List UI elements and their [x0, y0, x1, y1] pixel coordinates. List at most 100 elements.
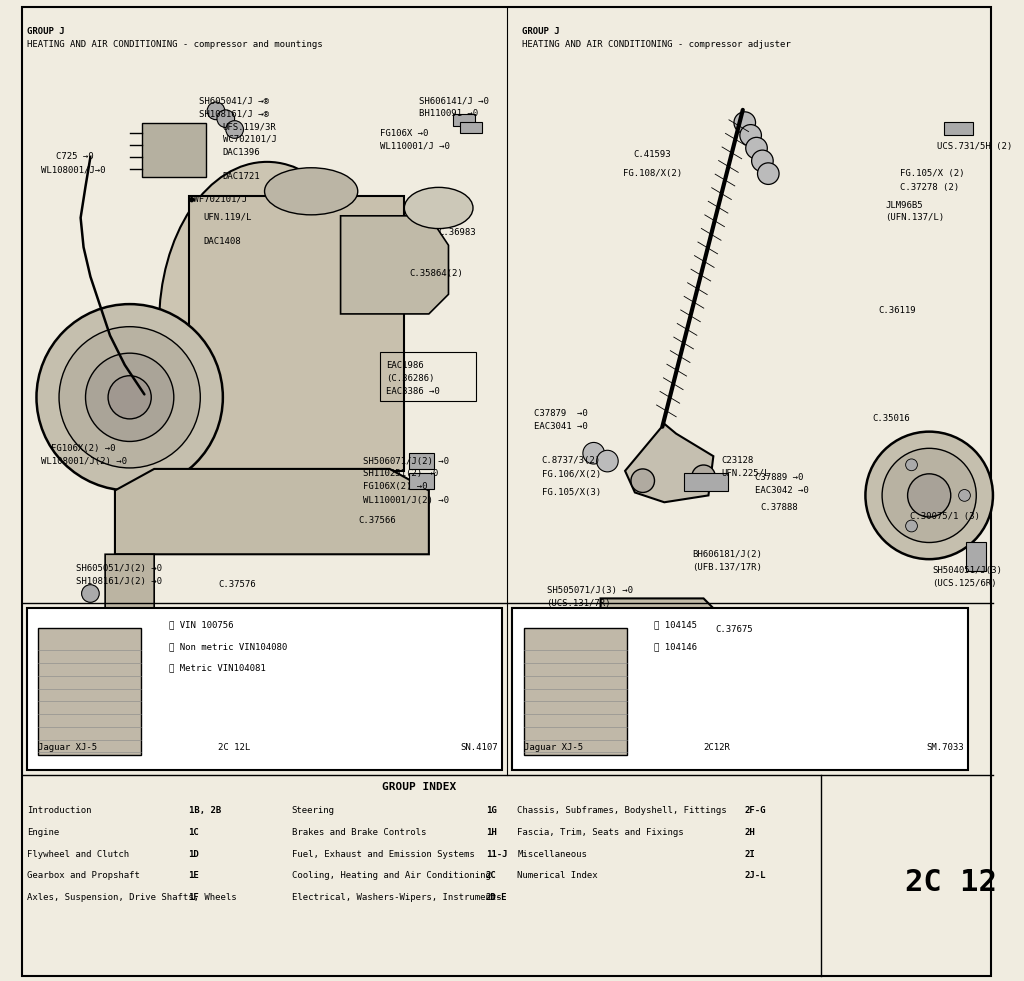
Text: SN.4107: SN.4107: [460, 744, 498, 752]
Text: 2I: 2I: [744, 850, 756, 858]
Text: 1G: 1G: [485, 806, 497, 815]
Text: Fuel, Exhaust and Emission Systems: Fuel, Exhaust and Emission Systems: [292, 850, 474, 858]
Text: ② Non metric VIN104080: ② Non metric VIN104080: [169, 642, 287, 651]
Text: 1D: 1D: [188, 850, 200, 858]
Ellipse shape: [159, 162, 375, 486]
Text: 2J-L: 2J-L: [744, 871, 766, 880]
Text: (UFB.137/17R): (UFB.137/17R): [692, 563, 762, 573]
Circle shape: [616, 624, 634, 642]
FancyBboxPatch shape: [967, 542, 986, 571]
Text: FG.108/X(2): FG.108/X(2): [624, 169, 682, 179]
Text: Cooling, Heating and Air Conditioning: Cooling, Heating and Air Conditioning: [292, 871, 490, 880]
Text: C.30075/1 (3): C.30075/1 (3): [909, 512, 979, 522]
Text: Steering: Steering: [292, 806, 335, 815]
Circle shape: [646, 624, 664, 642]
Circle shape: [583, 442, 604, 464]
Text: JLM96B5: JLM96B5: [885, 200, 923, 210]
Circle shape: [86, 353, 174, 441]
Text: C.35864(2): C.35864(2): [410, 269, 463, 279]
Text: ●WF702101/J: ●WF702101/J: [188, 194, 248, 204]
Circle shape: [631, 469, 654, 492]
Text: 2C 12: 2C 12: [904, 868, 996, 898]
FancyBboxPatch shape: [454, 114, 475, 126]
Text: WL110001/J →0: WL110001/J →0: [380, 141, 450, 151]
Text: C23128: C23128: [721, 455, 754, 465]
Text: EAC3041 →0: EAC3041 →0: [534, 422, 588, 432]
Circle shape: [82, 609, 99, 627]
FancyBboxPatch shape: [142, 123, 206, 177]
Circle shape: [740, 125, 762, 146]
Circle shape: [597, 450, 618, 472]
Text: FG106X(2) →0: FG106X(2) →0: [364, 482, 428, 491]
Text: Jaguar XJ-5: Jaguar XJ-5: [524, 744, 583, 752]
Text: DAC1408: DAC1408: [203, 236, 241, 246]
Text: DAC1396: DAC1396: [223, 147, 260, 157]
Polygon shape: [115, 469, 429, 554]
Text: FG.105/X (2): FG.105/X (2): [900, 169, 965, 179]
Text: FG106X →0: FG106X →0: [380, 129, 428, 138]
Text: WL110001/J(2) →0: WL110001/J(2) →0: [364, 495, 450, 505]
Text: C725 →0: C725 →0: [56, 152, 94, 162]
Text: UFS.119/3R: UFS.119/3R: [223, 122, 276, 131]
Text: SM.7033: SM.7033: [926, 744, 964, 752]
Text: Numerical Index: Numerical Index: [517, 871, 598, 880]
Text: WL108001/J→0: WL108001/J→0: [41, 165, 105, 175]
Text: 1B, 2B: 1B, 2B: [188, 806, 221, 815]
Text: EAC3042 →0: EAC3042 →0: [755, 486, 808, 495]
Ellipse shape: [404, 187, 473, 229]
Polygon shape: [625, 424, 714, 502]
Text: FG.105/X(3): FG.105/X(3): [542, 488, 601, 497]
Text: 2C: 2C: [485, 871, 497, 880]
Text: SH605041/J →®: SH605041/J →®: [200, 96, 269, 106]
Text: Flywheel and Clutch: Flywheel and Clutch: [27, 850, 129, 858]
Text: Electrical, Washers-Wipers, Instruments: Electrical, Washers-Wipers, Instruments: [292, 893, 501, 902]
Text: 1F: 1F: [188, 893, 200, 902]
Text: BH110091 →0: BH110091 →0: [419, 109, 478, 119]
Text: FG106X(2) →0: FG106X(2) →0: [51, 443, 116, 453]
Circle shape: [865, 432, 993, 559]
Text: C.37888: C.37888: [761, 502, 798, 512]
Text: C37889 →0: C37889 →0: [755, 473, 803, 483]
Text: EAC1986: EAC1986: [386, 361, 423, 371]
Ellipse shape: [264, 168, 357, 215]
FancyBboxPatch shape: [524, 628, 627, 755]
Circle shape: [82, 585, 99, 602]
Circle shape: [758, 163, 779, 184]
FancyBboxPatch shape: [39, 628, 141, 755]
Text: SH606141/J →0: SH606141/J →0: [419, 96, 488, 106]
Circle shape: [905, 520, 918, 532]
Text: SH108161/J(2) →0: SH108161/J(2) →0: [76, 577, 162, 587]
Text: Jaguar XJ-5: Jaguar XJ-5: [39, 744, 97, 752]
Text: Introduction: Introduction: [27, 806, 91, 815]
Circle shape: [905, 459, 918, 471]
Text: 2C 12L: 2C 12L: [218, 744, 250, 752]
Text: C.41593: C.41593: [633, 149, 671, 159]
Text: 1H: 1H: [485, 828, 497, 837]
Text: (UCS.125/6R): (UCS.125/6R): [932, 579, 996, 589]
Text: (UCS.131/7R): (UCS.131/7R): [547, 598, 611, 608]
Circle shape: [207, 102, 225, 120]
Text: UCS.731/5H (2): UCS.731/5H (2): [937, 141, 1013, 151]
Text: C.36983: C.36983: [438, 228, 476, 237]
Text: Fascia, Trim, Seats and Fixings: Fascia, Trim, Seats and Fixings: [517, 828, 684, 837]
Text: C.37675: C.37675: [716, 625, 753, 635]
Text: 1E: 1E: [188, 871, 200, 880]
Circle shape: [675, 624, 693, 642]
Text: Gearbox and Propshaft: Gearbox and Propshaft: [27, 871, 139, 880]
Text: SH108161/J →®: SH108161/J →®: [200, 109, 269, 119]
Text: ③ Metric VIN104081: ③ Metric VIN104081: [169, 663, 265, 673]
Text: C.35016: C.35016: [872, 414, 910, 424]
Circle shape: [109, 376, 152, 419]
Circle shape: [907, 474, 950, 517]
Text: SH110251(2) →0: SH110251(2) →0: [364, 469, 438, 479]
Text: ① VIN 100756: ① VIN 100756: [169, 620, 233, 630]
Text: DAC1721: DAC1721: [223, 172, 260, 181]
Text: ① 104145: ① 104145: [654, 620, 697, 630]
Text: C.8737/3(2): C.8737/3(2): [542, 455, 601, 465]
FancyBboxPatch shape: [684, 473, 728, 490]
FancyBboxPatch shape: [410, 473, 434, 489]
Text: FG.106/X(2): FG.106/X(2): [542, 470, 601, 480]
Text: C.36119: C.36119: [879, 306, 915, 316]
Circle shape: [59, 327, 201, 468]
Text: 1C: 1C: [188, 828, 200, 837]
